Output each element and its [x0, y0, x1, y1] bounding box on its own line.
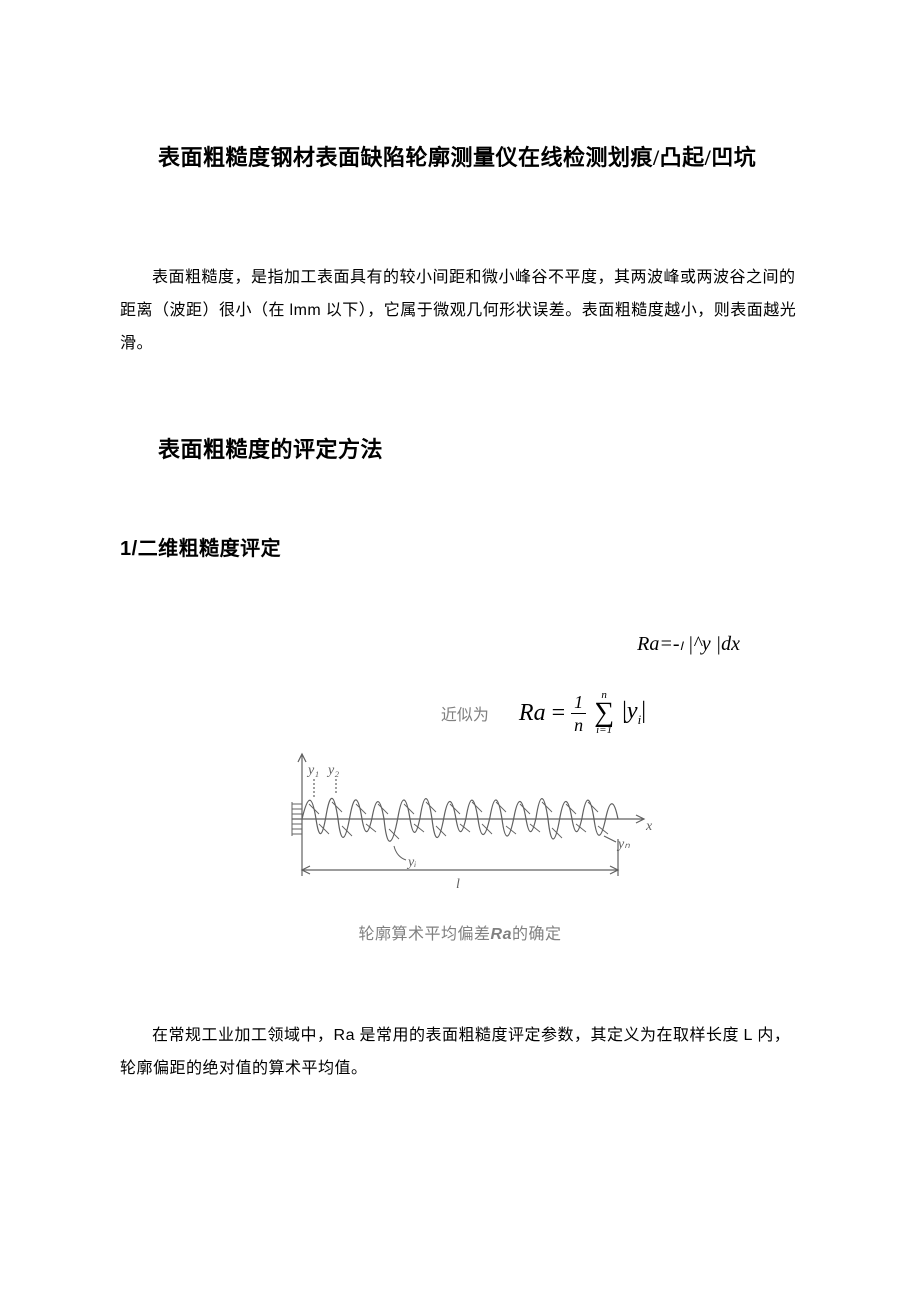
- figure-caption: 轮廓算术平均偏差Ra的确定: [264, 920, 656, 944]
- frac-numerator: 1: [571, 693, 586, 714]
- subsection-heading: 1/二维粗糙度评定: [120, 532, 800, 561]
- label-y2: y₂: [326, 763, 339, 778]
- label-l: l: [456, 877, 460, 892]
- section-heading: 表面粗糙度的评定方法: [158, 432, 800, 464]
- approx-label: 近似为: [441, 701, 489, 725]
- frac-denominator: n: [574, 714, 583, 734]
- formula-abs: |yi|: [622, 698, 646, 728]
- roughness-profile-diagram: y₁ y₂ yᵢ yₙ x l: [264, 744, 656, 899]
- para2-ra: Ra: [334, 1027, 355, 1044]
- label-y1: y₁: [306, 763, 319, 778]
- document-page: 表面粗糙度钢材表面缺陷轮廓测量仪在线检测划痕/凸起/凹坑 表面粗糙度，是指加工表…: [0, 0, 920, 1086]
- subsection-number: 1/: [120, 538, 138, 560]
- document-title: 表面粗糙度钢材表面缺陷轮廓测量仪在线检测划痕/凸起/凹坑: [158, 140, 800, 172]
- caption-post: 的确定: [512, 926, 562, 943]
- formula-eq: =: [552, 700, 566, 727]
- label-yi: yᵢ: [406, 855, 416, 870]
- caption-pre: 轮廓算术平均偏差: [359, 926, 491, 943]
- formula-lhs: Ra: [519, 700, 546, 727]
- subsection-text: 二维粗糙度评定: [138, 538, 282, 560]
- formula-1: Ra=-ₗ |^y |dx: [120, 631, 800, 656]
- paragraph-2: 在常规工业加工领域中，Ra 是常用的表面粗糙度评定参数，其定义为在取样长度 L …: [120, 1020, 800, 1086]
- formula-fraction: 1 n: [571, 693, 586, 734]
- caption-ra: Ra: [491, 926, 512, 943]
- formula-2-row: 近似为 Ra = 1 n n ∑ i=1 |yi|: [264, 690, 656, 736]
- label-yn: yₙ: [616, 837, 630, 852]
- label-x: x: [645, 819, 653, 834]
- intro-paragraph: 表面粗糙度，是指加工表面具有的较小间距和微小峰谷不平度，其两波峰或两波谷之间的距…: [120, 262, 800, 360]
- sigma-sum: n ∑ i=1: [594, 690, 614, 736]
- formula-term: y: [627, 698, 638, 724]
- intro-unit: lmm: [290, 302, 322, 319]
- para2-L: L: [743, 1027, 752, 1044]
- para2-mid: 是常用的表面粗糙度评定参数，其定义为在取样长度: [355, 1027, 744, 1044]
- para2-pre: 在常规工业加工领域中，: [152, 1027, 334, 1044]
- formula-2: Ra = 1 n n ∑ i=1 |yi|: [519, 690, 646, 736]
- sigma-symbol: ∑: [594, 701, 614, 725]
- sigma-lower: i=1: [596, 725, 612, 736]
- figure-container: 近似为 Ra = 1 n n ∑ i=1 |yi|: [264, 690, 656, 944]
